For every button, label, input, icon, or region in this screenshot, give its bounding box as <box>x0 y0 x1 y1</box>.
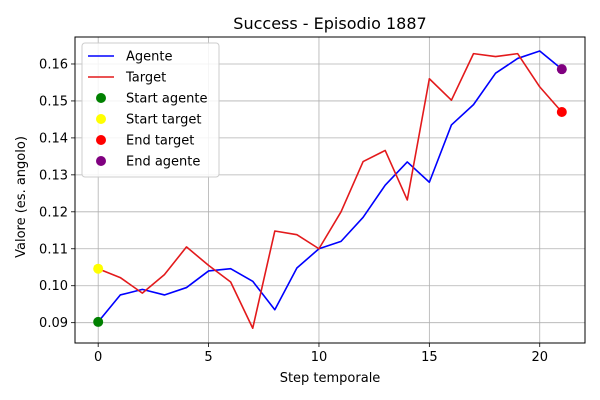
legend-entry-label: End agente <box>126 155 200 170</box>
x-tick-label: 0 <box>94 350 102 365</box>
endpoint-markers <box>93 64 567 327</box>
x-tick-label: 5 <box>204 350 212 365</box>
legend-box <box>81 42 220 178</box>
series-line-target <box>97 52 563 330</box>
y-axis-label: Valore (es. angolo) <box>14 136 29 258</box>
x-axis-label: Step temporale <box>280 371 381 386</box>
marker-start-agente <box>93 316 104 327</box>
legend-swatch-dot <box>96 156 106 166</box>
legend-swatch-dot <box>96 93 106 103</box>
x-tick-label: 20 <box>531 350 548 365</box>
y-tick-label: 0.15 <box>39 94 68 109</box>
legend-entry-label: End target <box>126 134 194 149</box>
series-lines <box>97 50 563 330</box>
series-line-agente <box>97 50 563 323</box>
y-tick-label: 0.10 <box>39 279 68 294</box>
legend: Agente Target Start agente Start target End … <box>81 42 220 178</box>
x-tick-label: 10 <box>311 350 328 365</box>
legend-entry-label: Target <box>125 71 166 86</box>
x-axis-ticks: 0 5 10 15 20 <box>94 343 548 365</box>
marker-end-target <box>556 107 567 118</box>
legend-swatch-dot <box>96 135 106 145</box>
y-tick-label: 0.12 <box>39 205 68 220</box>
marker-start-target <box>93 263 104 274</box>
y-tick-label: 0.11 <box>39 242 68 257</box>
y-tick-label: 0.09 <box>39 316 68 331</box>
chart-title: Success - Episodio 1887 <box>233 14 426 33</box>
legend-swatch-dot <box>96 114 106 124</box>
y-tick-label: 0.13 <box>39 168 68 183</box>
legend-entry-label: Start agente <box>126 92 207 107</box>
y-tick-label: 0.14 <box>39 131 68 146</box>
y-axis-ticks: 0.09 0.10 0.11 0.12 0.13 0.14 0.15 0.16 <box>39 57 75 331</box>
legend-entry-label: Start target <box>126 113 201 128</box>
y-tick-label: 0.16 <box>39 57 68 72</box>
marker-end-agente <box>556 64 567 75</box>
plot-frame <box>74 36 586 344</box>
legend-entry-label: Agente <box>126 50 172 65</box>
x-tick-label: 15 <box>421 350 438 365</box>
